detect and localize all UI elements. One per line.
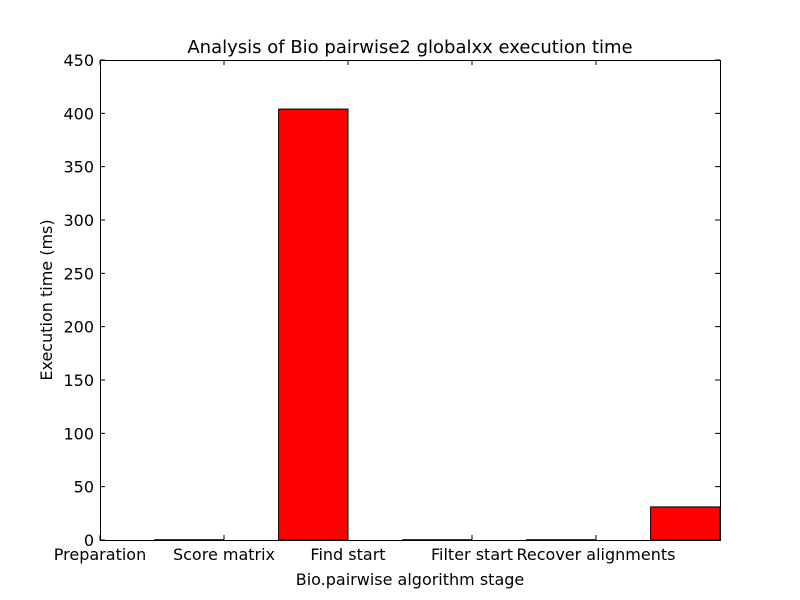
- y-tick-labels: 0 50 100 150 200 250 300 350 400 450: [63, 51, 94, 550]
- x-tick-label: Find start: [310, 545, 385, 564]
- x-tick-label: Recover alignments: [517, 545, 676, 564]
- plot-area-frame: [100, 60, 721, 541]
- bars-layer: [154, 108, 721, 541]
- y-tick-label: 100: [63, 424, 94, 443]
- y-tick-label: 50: [74, 478, 94, 497]
- x-axis-label: Bio.pairwise algorithm stage: [296, 570, 525, 589]
- y-tick-label: 200: [63, 318, 94, 337]
- chart-title: Analysis of Bio pairwise2 globalxx execu…: [187, 37, 632, 58]
- y-tick-label: 300: [63, 211, 94, 230]
- x-tick-label: Preparation: [54, 545, 146, 564]
- x-tick-label: Filter start: [431, 545, 513, 564]
- y-axis-label: Execution time (ms): [37, 219, 56, 380]
- x-tick-labels: Preparation Score matrix Find start Filter …: [54, 545, 676, 564]
- y-tick-label: 250: [63, 264, 94, 283]
- y-tick-label: 0: [84, 531, 94, 550]
- y-tick-label: 150: [63, 371, 94, 390]
- bar-score-matrix: [278, 108, 349, 541]
- y-tick-label: 400: [63, 104, 94, 123]
- x-tick-label: Score matrix: [173, 545, 275, 564]
- bar-recover-alignments: [650, 506, 721, 541]
- ticks-layer: [99, 59, 720, 541]
- y-tick-label: 350: [63, 158, 94, 177]
- y-tick-label: 450: [63, 51, 94, 70]
